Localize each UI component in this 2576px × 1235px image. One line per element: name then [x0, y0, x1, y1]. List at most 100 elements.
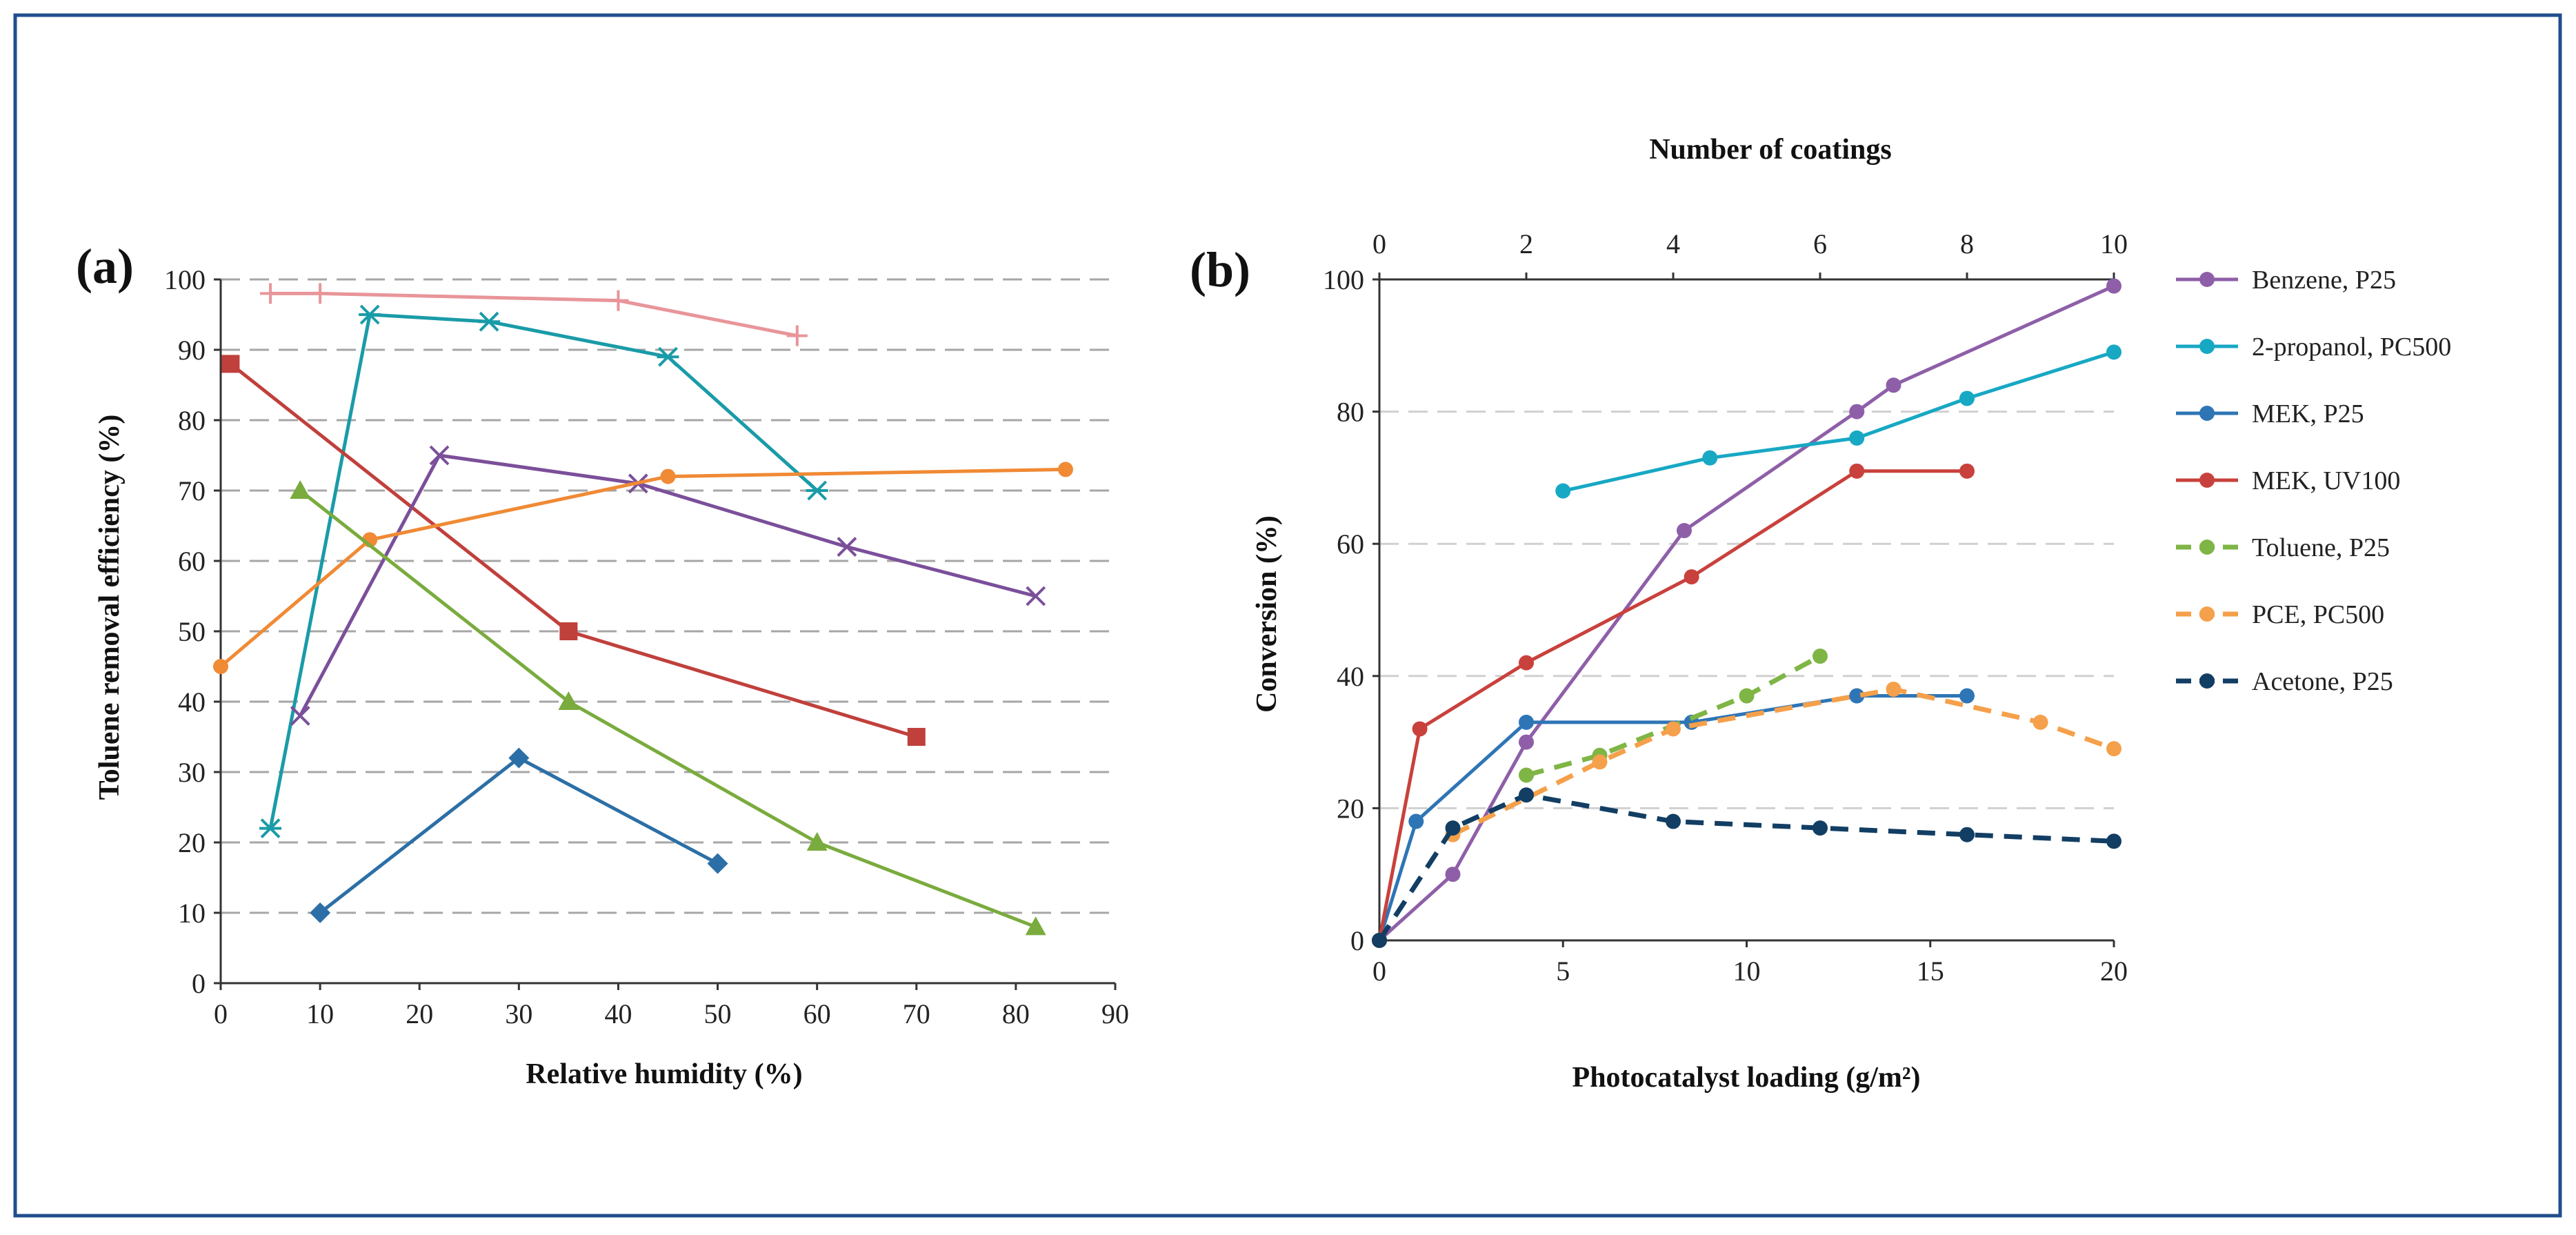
- figure-frame: [13, 13, 2562, 1218]
- chart-a-y-tick-label-80: 80: [178, 405, 206, 436]
- chart-a-x-tick-label-80: 80: [1002, 998, 1030, 1029]
- chart-a-line-diamond-series: [319, 756, 719, 914]
- chart-b-top-tick-label-6: 6: [1813, 228, 1827, 259]
- chart-b-line-benzene-p25: [1378, 284, 2115, 942]
- chart-b-line-2-propanol-pc500: [1562, 350, 2115, 493]
- chart-b-x-tick-label-10: 10: [1733, 956, 1761, 987]
- chart-b-point-pce-pc500-3: [1886, 681, 1901, 697]
- chart-b-point-toluene-p25-3: [1813, 649, 1828, 664]
- chart-b-point-mek-uv100-5: [1959, 463, 1975, 479]
- chart-a-x-tick-label-40: 40: [604, 998, 632, 1029]
- chart-b-legend: Benzene, P25 2-propanol, PC500 MEK, P25 MEK…: [2176, 266, 2451, 696]
- chart-b-point-mek-uv100-4: [1849, 463, 1865, 479]
- chart-b-x-axis-title: Photocatalyst loading (g/m²): [1572, 1062, 1921, 1094]
- chart-a-series-cross-series: [290, 445, 1046, 726]
- chart-b-top-tick-label-0: 0: [1372, 228, 1386, 259]
- chart-a-y-ticks: 0 10 20 30 40 50 60 70 80 90 100: [164, 264, 221, 999]
- chart-b-legend-marker-pce-pc500: [2199, 606, 2215, 622]
- chart-a-series-plus-series: [260, 283, 808, 346]
- chart-a-point-asterisk-series-2: [478, 311, 501, 332]
- chart-b-series: [1372, 278, 2121, 948]
- chart-b-point-mek-uv100-3: [1684, 569, 1699, 585]
- chart-b-series-toluene-p25: [1519, 649, 1828, 783]
- chart-b: (b) 0 20 40 60 80 100 0 5 10 15 20 0 2 4 6 8 10 Benzen…: [1190, 134, 2451, 1094]
- chart-a-x-tick-label-50: 50: [704, 998, 732, 1029]
- chart-b-point-2-propanol-pc500-3: [1959, 391, 1975, 406]
- chart-b-legend-marker-2-propanol-pc500: [2199, 339, 2215, 354]
- chart-b-point-2-propanol-pc500-2: [1849, 430, 1865, 446]
- chart-a-y-tick-label-30: 30: [178, 757, 206, 788]
- chart-a-x-ticks: 0 10 20 30 40 50 60 70 80 90: [214, 983, 1129, 1029]
- chart-a-series-asterisk-series: [259, 304, 828, 839]
- chart-a-point-diamond-series-2: [707, 853, 728, 874]
- chart-a-x-tick-label-0: 0: [214, 998, 228, 1029]
- chart-a: (a) 0 10 20 30 40 50 60 70 80 90 100 0 10 20 30 40 50 60…: [76, 239, 1129, 1090]
- chart-a-x-tick-label-30: 30: [505, 998, 532, 1029]
- chart-b-legend-item-benzene-p25: Benzene, P25: [2176, 266, 2396, 295]
- chart-a-point-asterisk-series-1: [359, 304, 381, 325]
- chart-b-series-benzene-p25: [1372, 278, 2121, 948]
- chart-b-x-tick-label-0: 0: [1372, 956, 1386, 987]
- chart-b-y-ticks: 0 20 40 60 80 100: [1323, 264, 1379, 956]
- chart-b-axes: [1378, 278, 2114, 942]
- chart-b-point-benzene-p25-4: [1849, 404, 1865, 419]
- chart-b-series-acetone-p25: [1372, 787, 2121, 948]
- chart-b-y-tick-label-40: 40: [1337, 661, 1364, 692]
- chart-a-point-triangle-series-1: [558, 691, 579, 710]
- chart-b-legend-marker-toluene-p25: [2199, 540, 2215, 555]
- chart-b-top-x-axis-title: Number of coatings: [1649, 134, 1892, 166]
- chart-b-legend-marker-mek-p25: [2199, 406, 2215, 421]
- chart-a-series-circle-series: [213, 462, 1073, 674]
- chart-a-y-tick-label-10: 10: [178, 898, 206, 929]
- chart-a-point-plus-series-1: [310, 283, 331, 304]
- chart-a-series-square-series: [221, 355, 926, 746]
- chart-b-top-tick-label-8: 8: [1960, 228, 1974, 259]
- chart-a-point-circle-series-3: [1057, 462, 1073, 477]
- chart-b-legend-item-acetone-p25: Acetone, P25: [2176, 667, 2393, 696]
- chart-b-legend-label-pce-pc500: PCE, PC500: [2252, 600, 2384, 629]
- chart-b-legend-label-benzene-p25: Benzene, P25: [2252, 266, 2396, 295]
- chart-a-gridlines: [221, 278, 1115, 914]
- chart-a-point-plus-series-3: [786, 325, 808, 346]
- chart-b-point-pce-pc500-5: [2106, 741, 2121, 757]
- chart-b-legend-marker-acetone-p25: [2199, 673, 2215, 689]
- chart-b-point-acetone-p25-2: [1519, 787, 1534, 803]
- chart-b-point-benzene-p25-1: [1445, 867, 1461, 882]
- chart-b-y-tick-label-0: 0: [1350, 925, 1364, 956]
- chart-a-series-triangle-series: [290, 480, 1046, 936]
- chart-b-legend-label-toluene-p25: Toluene, P25: [2252, 533, 2390, 562]
- chart-a-x-tick-label-10: 10: [306, 998, 334, 1029]
- chart-a-point-triangle-series-2: [806, 832, 828, 851]
- chart-a-point-asterisk-series-3: [657, 346, 679, 367]
- chart-b-point-benzene-p25-6: [2106, 278, 2121, 294]
- chart-b-point-pce-pc500-4: [2033, 714, 2048, 730]
- chart-b-top-tick-label-2: 2: [1519, 228, 1533, 259]
- chart-a-y-tick-label-90: 90: [178, 335, 206, 366]
- chart-a-y-tick-label-20: 20: [178, 827, 206, 858]
- chart-a-y-tick-label-60: 60: [178, 546, 206, 577]
- chart-a-point-triangle-series-3: [1025, 916, 1046, 936]
- chart-a-line-asterisk-series: [268, 313, 819, 829]
- chart-b-point-mek-p25-4: [1849, 688, 1865, 704]
- chart-a-y-tick-label-0: 0: [192, 968, 206, 999]
- chart-a-x-tick-label-90: 90: [1101, 998, 1129, 1029]
- chart-b-point-acetone-p25-6: [2106, 833, 2121, 849]
- chart-a-point-plus-series-2: [608, 290, 629, 311]
- chart-a-x-tick-label-60: 60: [803, 998, 831, 1029]
- chart-a-y-tick-label-100: 100: [164, 264, 206, 295]
- chart-b-legend-label-2-propanol-pc500: 2-propanol, PC500: [2252, 333, 2451, 362]
- chart-a-point-square-series-0: [221, 355, 240, 373]
- chart-b-x-tick-label-15: 15: [1917, 956, 1944, 987]
- chart-a-point-plus-series-0: [260, 283, 281, 304]
- chart-b-series-2-propanol-pc500: [1555, 344, 2121, 499]
- chart-b-line-toluene-p25: [1526, 654, 1821, 778]
- chart-b-point-mek-uv100-1: [1412, 721, 1428, 737]
- chart-b-legend-item-toluene-p25: Toluene, P25: [2176, 533, 2390, 562]
- chart-a-series: [213, 283, 1073, 936]
- chart-b-y-tick-label-60: 60: [1337, 528, 1364, 560]
- chart-a-x-tick-label-20: 20: [406, 998, 433, 1029]
- chart-a-point-diamond-series-1: [508, 747, 530, 769]
- chart-a-y-tick-label-70: 70: [178, 475, 206, 506]
- chart-b-legend-label-acetone-p25: Acetone, P25: [2252, 667, 2393, 696]
